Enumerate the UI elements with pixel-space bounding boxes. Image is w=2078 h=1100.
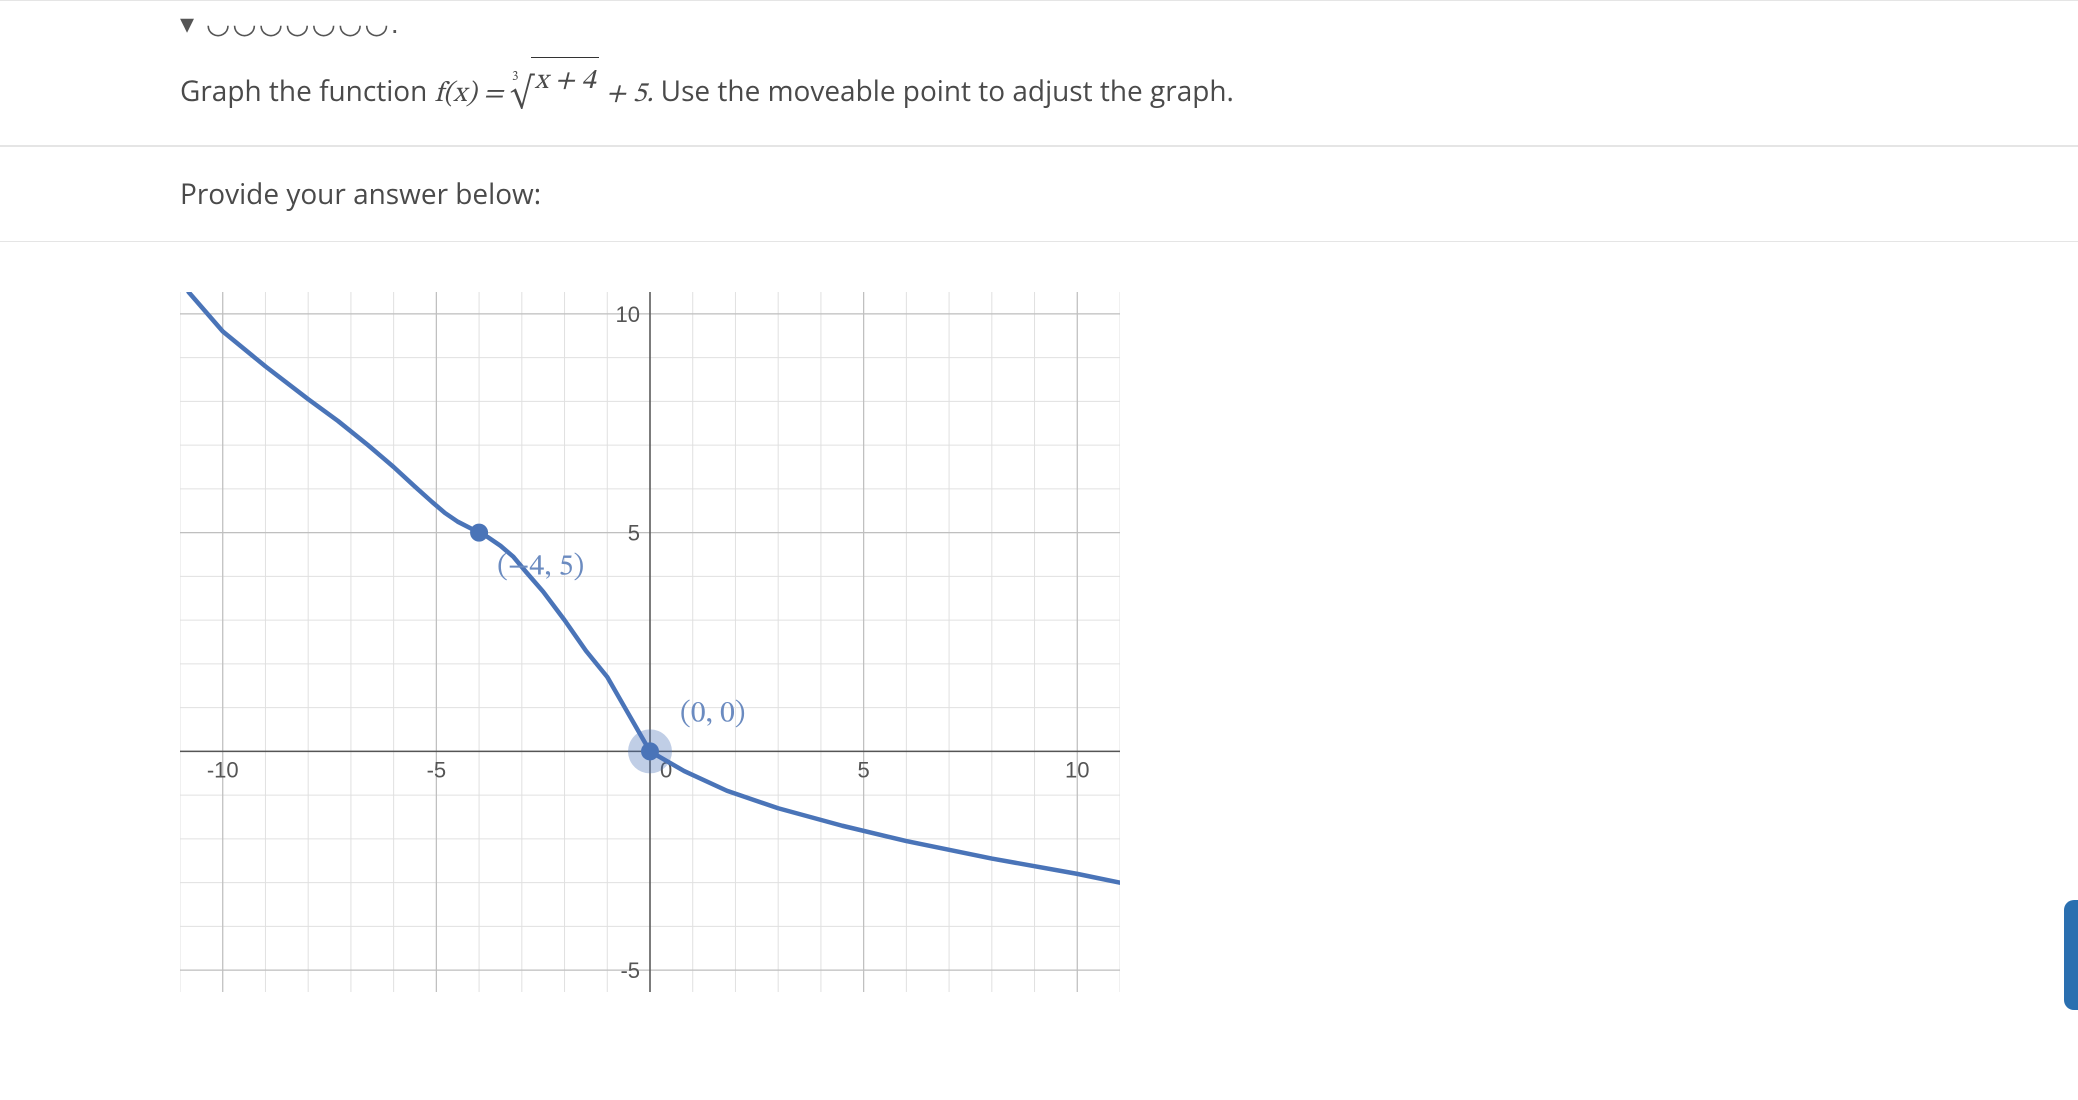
graph-canvas[interactable]: -10-50510-5510(−4, 5)(0, 0) [180,292,1120,992]
answer-prompt: Provide your answer below: [0,175,2078,213]
instruction-text: Use the moveable point to adjust the gra… [653,72,1234,110]
point-dot[interactable] [470,524,488,542]
cube-root: 3√x + 4 [510,70,599,117]
feedback-tab[interactable] [2064,900,2078,1010]
x-tick-label: 10 [1065,757,1089,782]
root-index: 3 [512,68,518,88]
question-prefix: Graph the function [180,72,435,110]
point-dot[interactable] [641,742,659,760]
question-text: Graph the function f(x) = 3√x + 4 + 5. U… [0,70,2078,117]
point-label: (0, 0) [680,698,746,729]
radicand: x + 4 [531,57,600,102]
y-tick-label: 10 [616,302,640,327]
x-tick-label: 5 [858,757,870,782]
function-lhs: f(x) = [435,80,510,108]
y-tick-label: -5 [620,958,640,983]
question-header-cutoff: ▾ ◡◡◡◡◡◡◡. [0,7,2078,42]
y-tick-label: 5 [628,521,640,546]
x-tick-label: -5 [427,757,447,782]
expr-suffix: + 5. [599,80,653,108]
point-label: (−4, 5) [497,552,584,583]
x-tick-label: -10 [207,757,239,782]
